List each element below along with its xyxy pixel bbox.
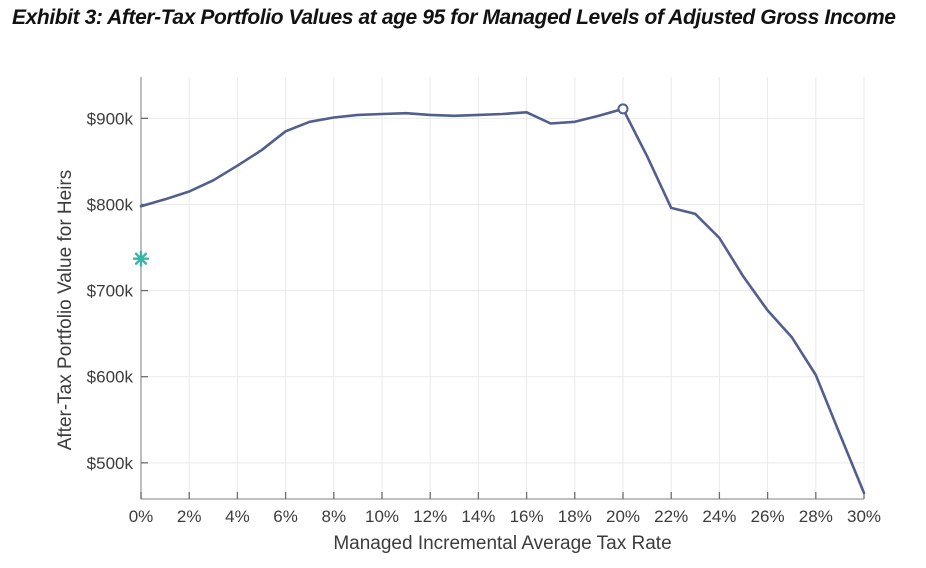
y-tick-label: $900k (87, 109, 134, 128)
x-tick-label: 26% (751, 507, 785, 526)
x-tick-label: 16% (510, 507, 544, 526)
x-tick-label: 0% (129, 507, 154, 526)
x-tick-label: 8% (322, 507, 347, 526)
y-axis-label: After-Tax Portfolio Value for Heirs (55, 169, 76, 451)
x-tick-label: 18% (558, 507, 592, 526)
series-line (139, 107, 866, 495)
x-tick-label: 30% (847, 507, 881, 526)
x-tick-label: 10% (365, 507, 399, 526)
x-tick-label: 20% (606, 507, 640, 526)
x-tick-label: 22% (654, 507, 688, 526)
y-tick-label: $700k (87, 282, 134, 301)
peak-circle-marker (617, 103, 629, 115)
baseline-star-marker (134, 252, 148, 265)
x-tick-label: 2% (177, 507, 202, 526)
x-axis-label: Managed Incremental Average Tax Rate (333, 533, 672, 554)
x-tick-label: 24% (702, 507, 736, 526)
y-tick-label: $600k (87, 368, 134, 387)
x-tick-label: 28% (799, 507, 833, 526)
figure-title: Exhibit 3: After-Tax Portfolio Values at… (12, 6, 896, 29)
y-tick-label: $800k (87, 195, 134, 214)
y-tick-label: $500k (87, 454, 134, 473)
x-tick-label: 12% (413, 507, 447, 526)
x-tick-label: 6% (273, 507, 298, 526)
x-tick-label: 14% (461, 507, 495, 526)
x-tick-label: 4% (225, 507, 250, 526)
